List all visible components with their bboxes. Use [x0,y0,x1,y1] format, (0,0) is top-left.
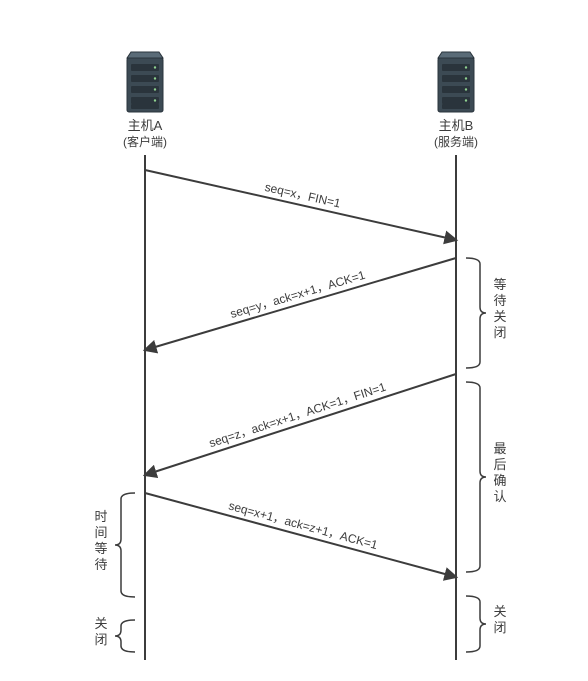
host-sublabel-B: (服务端) [434,134,478,149]
message-arrow-0 [145,170,456,240]
bracket-3 [466,596,486,652]
bracket-label-0: 等待关闭 [493,277,506,340]
host-label-B: 主机B [439,118,474,133]
message-arrow-3 [145,493,456,577]
host-sublabel-A: (客户端) [123,134,167,149]
host-B [438,52,474,112]
message-arrow-2 [145,374,456,475]
bracket-label-2: 时间等待 [94,509,107,572]
bracket-label-1: 最后确认 [493,441,506,504]
message-arrow-1 [145,258,456,350]
bracket-4 [115,620,135,652]
host-A [127,52,163,112]
bracket-label-3: 关闭 [493,604,506,635]
bracket-1 [466,382,486,572]
bracket-2 [115,493,135,597]
message-label-2: seq=z，ack=x+1，ACK=1，FIN=1 [207,380,388,451]
bracket-label-4: 关闭 [94,616,107,647]
message-label-3: seq=x+1，ack=z+1，ACK=1 [227,499,379,553]
message-label-1: seq=y，ack=x+1，ACK=1 [229,268,368,321]
bracket-0 [466,258,486,368]
host-label-A: 主机A [128,118,163,133]
